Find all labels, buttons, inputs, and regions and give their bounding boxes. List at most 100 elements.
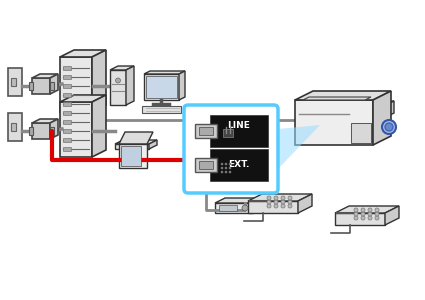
Circle shape [229, 163, 231, 165]
Polygon shape [110, 66, 134, 70]
Circle shape [242, 205, 248, 211]
Polygon shape [60, 95, 106, 102]
FancyBboxPatch shape [63, 120, 71, 124]
FancyBboxPatch shape [199, 161, 213, 169]
FancyBboxPatch shape [63, 75, 71, 79]
Circle shape [229, 171, 231, 173]
Polygon shape [248, 194, 312, 201]
FancyBboxPatch shape [50, 127, 54, 135]
Circle shape [361, 212, 365, 216]
FancyBboxPatch shape [63, 138, 71, 142]
Polygon shape [385, 206, 399, 225]
Polygon shape [119, 144, 147, 168]
FancyBboxPatch shape [50, 82, 54, 90]
Circle shape [354, 212, 358, 216]
FancyBboxPatch shape [8, 113, 22, 141]
Circle shape [361, 208, 365, 212]
Circle shape [349, 111, 353, 115]
Polygon shape [126, 66, 134, 105]
Circle shape [267, 196, 271, 200]
Circle shape [281, 200, 285, 204]
Circle shape [229, 167, 231, 169]
FancyBboxPatch shape [210, 149, 268, 181]
FancyBboxPatch shape [8, 68, 22, 96]
Circle shape [354, 208, 358, 212]
FancyBboxPatch shape [210, 115, 268, 147]
FancyBboxPatch shape [63, 111, 71, 115]
Circle shape [370, 103, 374, 107]
FancyBboxPatch shape [63, 66, 71, 70]
FancyBboxPatch shape [63, 93, 71, 97]
Circle shape [363, 103, 367, 107]
Circle shape [274, 200, 278, 204]
Circle shape [368, 216, 372, 220]
Polygon shape [60, 102, 92, 157]
Circle shape [116, 78, 121, 83]
Circle shape [375, 216, 379, 220]
Polygon shape [278, 125, 320, 169]
Polygon shape [335, 213, 385, 225]
Polygon shape [32, 74, 58, 78]
Polygon shape [298, 194, 312, 213]
FancyBboxPatch shape [199, 127, 213, 135]
Circle shape [363, 111, 367, 115]
Polygon shape [60, 50, 106, 57]
Circle shape [221, 171, 223, 173]
Circle shape [288, 200, 292, 204]
Circle shape [281, 204, 285, 208]
Polygon shape [92, 95, 106, 157]
Polygon shape [110, 70, 126, 105]
Polygon shape [373, 91, 391, 145]
Polygon shape [248, 201, 298, 213]
Circle shape [363, 107, 367, 111]
FancyBboxPatch shape [63, 147, 71, 151]
Polygon shape [32, 123, 50, 139]
Polygon shape [295, 100, 373, 145]
Polygon shape [119, 132, 153, 144]
Circle shape [356, 103, 360, 107]
Circle shape [368, 208, 372, 212]
Circle shape [225, 163, 227, 165]
Polygon shape [330, 101, 394, 108]
FancyBboxPatch shape [219, 205, 237, 211]
Circle shape [349, 107, 353, 111]
Polygon shape [32, 78, 50, 94]
Polygon shape [338, 105, 348, 120]
Polygon shape [215, 198, 263, 203]
Polygon shape [144, 74, 179, 100]
Circle shape [375, 208, 379, 212]
FancyBboxPatch shape [29, 127, 33, 135]
Circle shape [382, 120, 396, 134]
Circle shape [375, 212, 379, 216]
FancyBboxPatch shape [63, 102, 71, 106]
Text: EXT.: EXT. [228, 160, 249, 169]
Polygon shape [50, 119, 58, 139]
FancyBboxPatch shape [63, 84, 71, 88]
Circle shape [354, 216, 358, 220]
Circle shape [267, 204, 271, 208]
Polygon shape [149, 140, 157, 149]
Polygon shape [144, 71, 185, 74]
Polygon shape [303, 97, 371, 100]
Polygon shape [50, 74, 58, 94]
Circle shape [225, 171, 227, 173]
Circle shape [221, 167, 223, 169]
Circle shape [361, 216, 365, 220]
Circle shape [356, 111, 360, 115]
FancyBboxPatch shape [121, 146, 141, 166]
FancyBboxPatch shape [11, 123, 16, 131]
Circle shape [385, 123, 393, 131]
Polygon shape [32, 119, 58, 123]
Circle shape [225, 167, 227, 169]
Polygon shape [335, 206, 399, 213]
FancyBboxPatch shape [184, 105, 278, 193]
FancyBboxPatch shape [29, 82, 33, 90]
Polygon shape [380, 101, 394, 120]
Circle shape [281, 196, 285, 200]
Polygon shape [253, 198, 263, 213]
FancyBboxPatch shape [146, 76, 177, 98]
Polygon shape [115, 140, 157, 144]
Polygon shape [300, 105, 348, 110]
Circle shape [356, 107, 360, 111]
Polygon shape [92, 50, 106, 112]
